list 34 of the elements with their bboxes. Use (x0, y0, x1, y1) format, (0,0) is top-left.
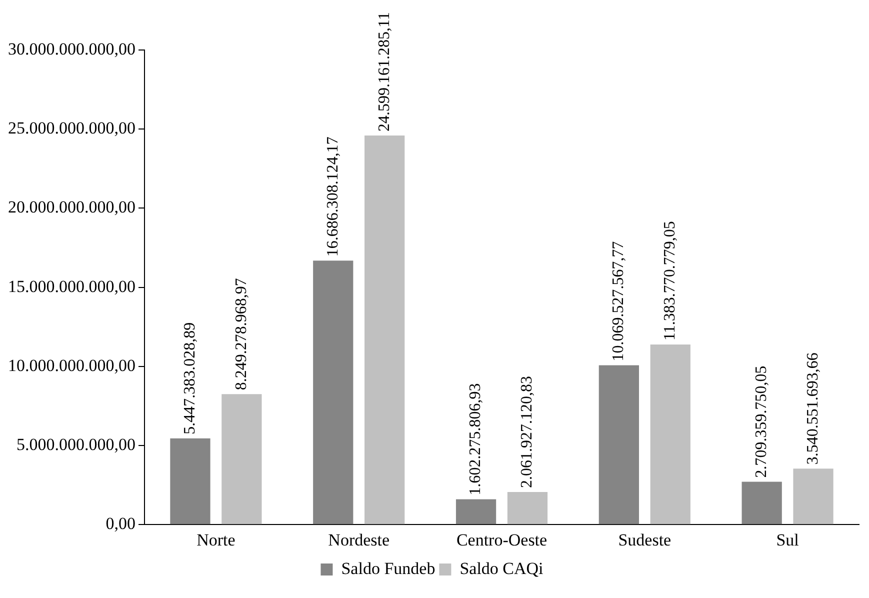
bar (793, 468, 834, 524)
y-tick-label: 0,00 (106, 514, 136, 534)
bar (598, 365, 639, 524)
data-label: 1.602.275.806,93 (467, 383, 484, 496)
bar (742, 482, 782, 524)
bar (507, 492, 548, 524)
x-tick-label: Centro-Oeste (456, 530, 548, 550)
y-tick-label: 20.000.000.000,00 (8, 198, 136, 217)
y-tick-label: 30.000.000.000,00 (8, 39, 136, 58)
data-label: 24.599.161.285,11 (376, 12, 393, 132)
data-label: 3.540.551.693,66 (804, 352, 822, 465)
x-tick-label: Norte (196, 530, 236, 550)
data-label: 2.061.927.120,83 (518, 376, 536, 488)
data-label: 10.069.527.567,77 (610, 241, 628, 362)
bar (313, 260, 354, 524)
bar (222, 394, 262, 524)
bar (170, 438, 210, 524)
y-tick-label: 25.000.000.000,00 (8, 118, 136, 138)
x-tick-label: Nordeste (328, 530, 390, 550)
bar (456, 499, 496, 524)
y-tick-label: 5.000.000.000,00 (16, 434, 136, 454)
bar (650, 344, 690, 524)
data-label: 5.447.383.028,89 (181, 322, 198, 434)
bar (364, 135, 405, 524)
x-tick-label: Sul (776, 530, 800, 550)
x-tick-label: Sudeste (618, 530, 672, 550)
legend-label: Saldo Fundeb (341, 558, 436, 578)
legend-label: Saldo CAQi (460, 558, 544, 578)
data-label: 16.686.308.124,17 (324, 136, 342, 257)
data-label: 2.709.359.750,05 (753, 366, 770, 478)
data-label: 8.249.278.968,97 (232, 278, 250, 390)
y-tick-label: 10.000.000.000,00 (8, 356, 136, 375)
y-tick-label: 15.000.000.000,00 (8, 276, 136, 296)
data-label: 11.383.770.779,05 (662, 221, 679, 341)
